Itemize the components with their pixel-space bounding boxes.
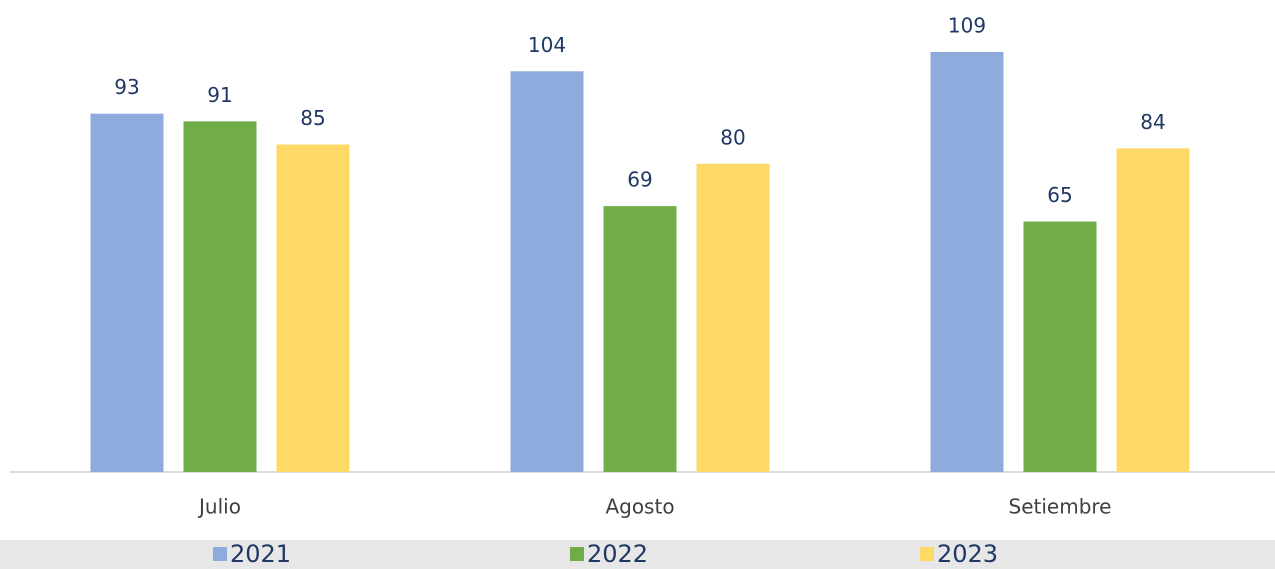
x-tick-label: Agosto bbox=[605, 495, 674, 519]
value-label: 104 bbox=[528, 33, 566, 57]
legend-swatch bbox=[920, 547, 934, 561]
bar bbox=[510, 71, 584, 473]
legend-label: 2023 bbox=[937, 540, 998, 568]
value-label: 69 bbox=[627, 168, 652, 192]
bar bbox=[183, 121, 257, 472]
x-tick-label: Setiembre bbox=[1009, 495, 1112, 519]
legend-background bbox=[0, 540, 1275, 569]
bar bbox=[276, 144, 350, 472]
x-tick-label: Julio bbox=[197, 495, 241, 519]
legend-swatch bbox=[213, 547, 227, 561]
value-label: 91 bbox=[207, 83, 232, 107]
bar bbox=[603, 206, 677, 472]
value-label: 109 bbox=[948, 14, 986, 38]
bar bbox=[930, 52, 1004, 472]
bar bbox=[1116, 148, 1190, 473]
legend-label: 2021 bbox=[230, 540, 291, 568]
value-label: 80 bbox=[720, 125, 745, 149]
value-label: 84 bbox=[1140, 110, 1165, 134]
value-label: 93 bbox=[114, 75, 139, 99]
value-label: 85 bbox=[300, 106, 325, 130]
bar bbox=[1023, 221, 1097, 472]
legend-label: 2022 bbox=[587, 540, 648, 568]
legend-swatch bbox=[570, 547, 584, 561]
value-label: 65 bbox=[1047, 183, 1072, 207]
bar bbox=[90, 113, 164, 472]
bar bbox=[696, 163, 770, 472]
